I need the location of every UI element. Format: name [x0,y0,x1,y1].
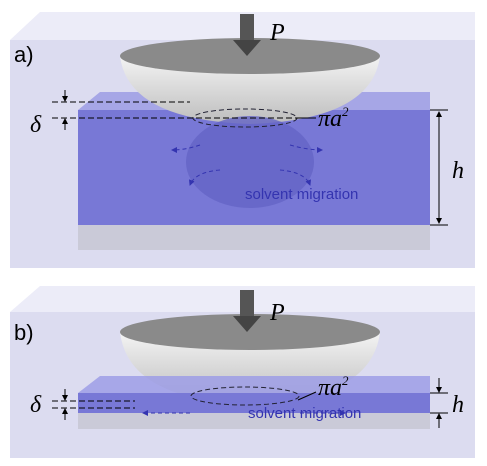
load-label: P [269,300,285,326]
contact-ellipse [190,386,300,406]
contact-exponent: 2 [342,104,349,119]
substrate [78,413,430,429]
delta-label: δ [30,112,42,138]
load-arrow [240,290,254,316]
flow-arrow [289,144,323,153]
gel [78,393,430,413]
thickness-label: h [452,158,464,184]
flow-arrow [188,169,221,186]
load-arrow [240,14,254,40]
contact-label: πa2 [318,104,349,132]
sphere-top [120,38,380,74]
load-label: P [269,20,285,46]
substrate [78,225,430,250]
contact-leader [297,391,317,401]
migration-label: solvent migration [248,405,361,422]
sphere [120,56,380,124]
thickness-label: h [452,392,464,418]
contact-text: πa [318,375,342,401]
load-arrow-head [233,40,261,56]
contact-label: πa2 [318,373,349,401]
indent [186,116,314,208]
panel-label: a) [14,42,34,67]
migration-label: solvent migration [245,186,358,203]
flow-arrow [279,169,312,186]
contact-exponent: 2 [342,373,349,388]
contact-text: πa [318,106,342,132]
gel-top [78,376,430,393]
panel-b: P b) δ πa2 h solvent migration [10,286,475,458]
panel-label: b) [14,320,34,345]
sphere-top [120,314,380,350]
load-arrow-head [233,316,261,332]
panel-a: P a) δ πa2 h solvent migration [10,12,475,268]
flow-arrow [171,144,201,153]
delta-label: δ [30,392,42,418]
